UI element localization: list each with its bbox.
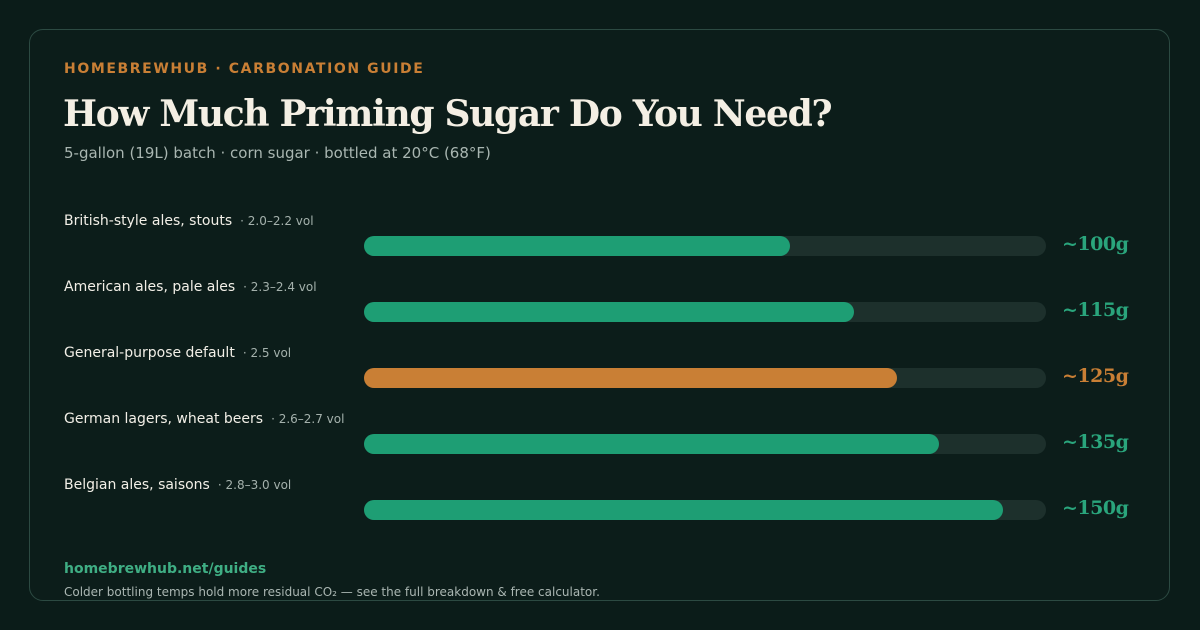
page-subtitle: 5-gallon (19L) batch · corn sugar · bott… [64, 144, 491, 162]
category-label: American ales, pale ales [64, 279, 236, 295]
bar-track [364, 434, 1046, 454]
bar-track [364, 236, 1046, 256]
category-line: American ales, pale ales · 2.3–2.4 vol [64, 276, 317, 295]
category-line: German lagers, wheat beers · 2.6–2.7 vol [64, 408, 344, 427]
value-label: ~150g [1062, 497, 1129, 519]
category-line: Belgian ales, saisons · 2.8–3.0 vol [64, 474, 291, 493]
category-label: British-style ales, stouts [64, 213, 233, 229]
co2-volume-label: · 2.6–2.7 vol [271, 412, 345, 426]
value-label: ~135g [1062, 431, 1129, 453]
category-line: British-style ales, stouts · 2.0–2.2 vol [64, 210, 314, 229]
bar-row: American ales, pale ales · 2.3–2.4 vol ~11… [0, 276, 1200, 336]
co2-volume-label: · 2.0–2.2 vol [240, 214, 314, 228]
page-title: How Much Priming Sugar Do You Need? [63, 93, 833, 135]
bar [364, 500, 1004, 520]
category-label: Belgian ales, saisons [64, 477, 210, 493]
guides-link[interactable]: homebrewhub.net/guides [64, 561, 267, 577]
bar [364, 368, 897, 388]
value-label: ~115g [1062, 299, 1129, 321]
bar-track [364, 500, 1046, 520]
value-label: ~125g [1062, 365, 1129, 387]
co2-volume-label: · 2.8–3.0 vol [217, 478, 292, 492]
category-label: General-purpose default [64, 345, 235, 361]
bar-row: German lagers, wheat beers · 2.6–2.7 vol ~… [0, 408, 1200, 468]
co2-volume-label: · 2.3–2.4 vol [243, 280, 317, 294]
eyebrow-label: HOMEBREWHUB · CARBONATION GUIDE [64, 61, 425, 77]
bar-row: Belgian ales, saisons · 2.8–3.0 vol ~150g [0, 474, 1200, 534]
bar-track [364, 368, 1046, 388]
co2-volume-label: · 2.5 vol [242, 346, 292, 360]
bar [364, 434, 940, 454]
category-label: German lagers, wheat beers [64, 411, 264, 427]
bar-row: General-purpose default · 2.5 vol ~125g [0, 342, 1200, 402]
bar [364, 236, 791, 256]
value-label: ~100g [1062, 233, 1129, 255]
bar-track [364, 302, 1046, 322]
bar [364, 302, 855, 322]
footer-note: Colder bottling temps hold more residual… [64, 585, 600, 599]
category-line: General-purpose default · 2.5 vol [64, 342, 291, 361]
bar-row: British-style ales, stouts · 2.0–2.2 vol ~… [0, 210, 1200, 270]
